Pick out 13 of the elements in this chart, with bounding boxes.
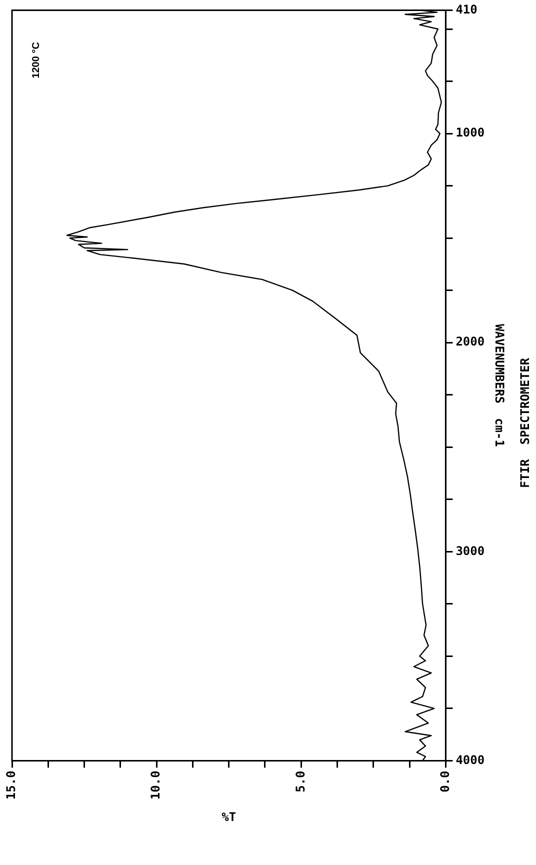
y-tick-label: 2000	[456, 334, 485, 349]
y-axis-title: WAVENUMBERS cm-1	[492, 324, 507, 447]
y-tick-label: 410	[456, 2, 478, 16]
y-tick-label: 3000	[456, 544, 485, 558]
x-tick-label: 10.0	[148, 770, 163, 800]
text: FTIR SPECTROMETER	[518, 357, 532, 488]
annotation: 1200 °C	[30, 42, 42, 78]
x-tick-label: 0.0	[438, 770, 452, 792]
y-tick-label: 4000	[456, 752, 485, 767]
y-tick-label: 1000	[456, 126, 485, 140]
x-tick-label: 5.0	[293, 770, 308, 792]
x-tick-label: 15.0	[4, 770, 18, 800]
x-axis-title: %T	[222, 810, 236, 824]
